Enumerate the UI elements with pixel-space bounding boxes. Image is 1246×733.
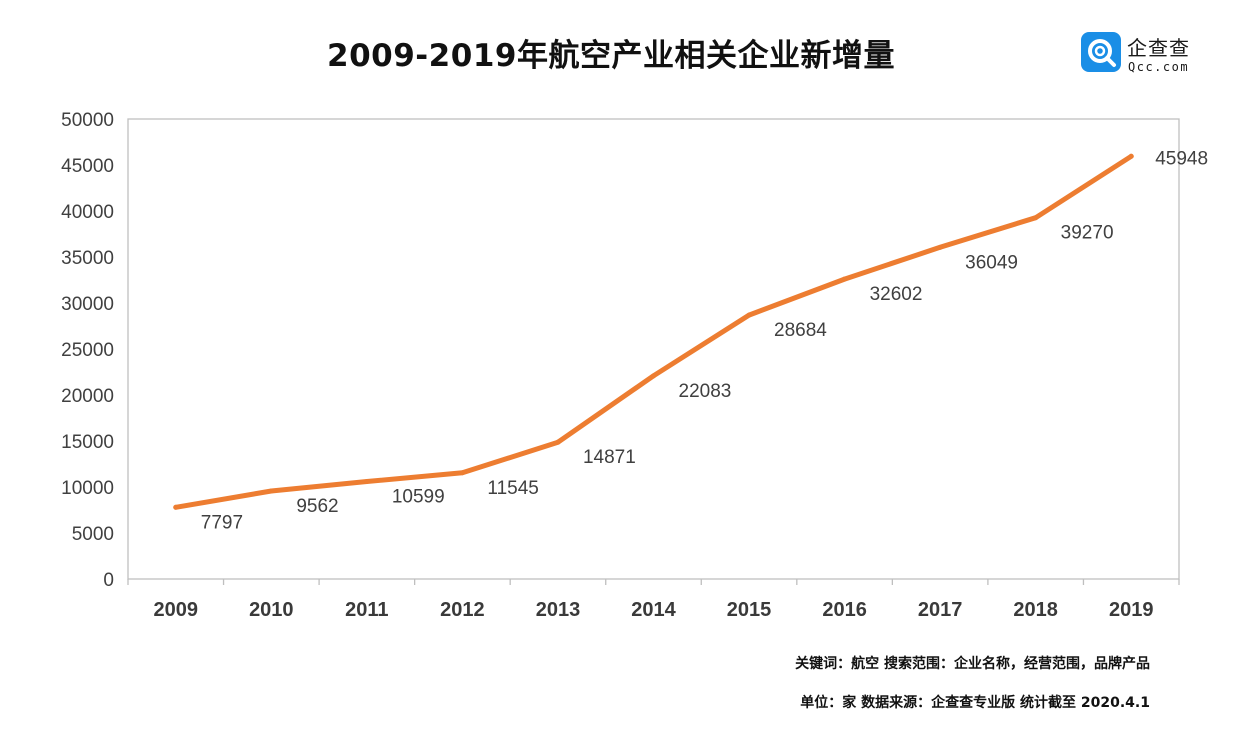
x-tick-label: 2014 bbox=[631, 599, 676, 621]
x-tick-label: 2013 bbox=[536, 599, 581, 621]
data-label: 11545 bbox=[487, 478, 538, 499]
data-label: 7797 bbox=[201, 512, 243, 533]
x-tick-label: 2010 bbox=[249, 599, 294, 621]
data-label: 14871 bbox=[583, 447, 636, 468]
y-tick-label: 10000 bbox=[61, 478, 114, 499]
x-tick-label: 2018 bbox=[1013, 599, 1058, 621]
data-point bbox=[1033, 215, 1039, 221]
y-tick-label: 15000 bbox=[61, 432, 114, 453]
data-label: 45948 bbox=[1155, 148, 1208, 169]
logo-domain: Qcc.com bbox=[1128, 60, 1190, 74]
data-point bbox=[459, 470, 465, 476]
keywords-note: 关键词：航空 搜索范围：企业名称，经营范围，品牌产品 bbox=[795, 656, 1150, 672]
data-label: 9562 bbox=[296, 496, 338, 517]
data-point bbox=[937, 244, 943, 250]
y-tick-label: 20000 bbox=[61, 386, 114, 407]
data-label: 39270 bbox=[1061, 223, 1114, 244]
data-point bbox=[842, 276, 848, 282]
chart-title: 2009-2019年航空产业相关企业新增量 bbox=[327, 38, 895, 74]
data-point bbox=[1128, 153, 1134, 159]
data-point bbox=[364, 478, 370, 484]
y-tick-label: 50000 bbox=[61, 110, 114, 131]
data-label: 32602 bbox=[870, 284, 923, 305]
x-tick-label: 2011 bbox=[345, 599, 388, 621]
plot-area bbox=[127, 118, 1180, 580]
x-tick-label: 2012 bbox=[440, 599, 485, 621]
x-tick-label: 2009 bbox=[154, 599, 199, 621]
x-tick-label: 2017 bbox=[918, 599, 963, 621]
data-label: 10599 bbox=[392, 486, 445, 507]
logo-name: 企查查 bbox=[1127, 36, 1190, 60]
source-note: 单位：家 数据来源：企查查专业版 统计截至 2020.4.1 bbox=[800, 695, 1150, 711]
qcc-search-icon bbox=[1081, 32, 1121, 72]
y-tick-label: 5000 bbox=[72, 524, 114, 545]
data-point bbox=[173, 504, 179, 510]
data-point bbox=[555, 439, 561, 445]
series-line bbox=[173, 153, 1134, 510]
data-point bbox=[746, 312, 752, 318]
y-tick-label: 25000 bbox=[61, 340, 114, 361]
data-label: 22083 bbox=[679, 381, 732, 402]
x-tick-label: 2016 bbox=[822, 599, 867, 621]
x-tick-label: 2015 bbox=[727, 599, 772, 621]
data-label: 28684 bbox=[774, 320, 827, 341]
y-tick-label: 0 bbox=[103, 570, 114, 591]
y-tick-label: 40000 bbox=[61, 202, 114, 223]
x-tick-label: 2019 bbox=[1109, 599, 1154, 621]
data-label: 36049 bbox=[965, 252, 1018, 273]
y-tick-label: 35000 bbox=[61, 248, 114, 269]
qcc-logo: 企查查 Qcc.com bbox=[1081, 30, 1221, 78]
data-point bbox=[651, 373, 656, 379]
y-tick-label: 30000 bbox=[61, 294, 114, 315]
y-tick-label: 45000 bbox=[61, 156, 114, 177]
data-point bbox=[268, 488, 274, 494]
